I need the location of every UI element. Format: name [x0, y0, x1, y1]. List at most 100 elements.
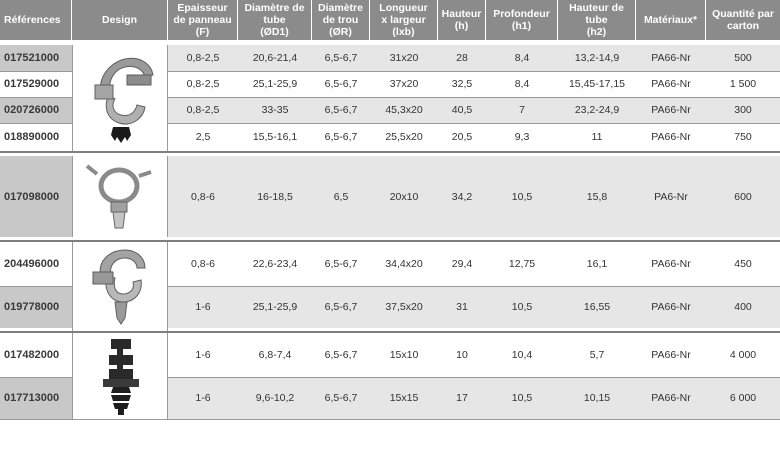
- cell-tube-height: 11: [591, 131, 603, 143]
- cell-size: 15x10: [389, 349, 419, 361]
- cell-panel: 1-6: [195, 392, 211, 404]
- cell-tube-diameter: 16-18,5: [257, 190, 293, 203]
- header-size: Longueur x largeur (lxb): [370, 0, 438, 40]
- row-ref: 017713000: [4, 392, 60, 404]
- cell-depth: 9,3: [514, 131, 530, 143]
- row-ref: 017482000: [4, 349, 60, 361]
- cell-depth: 8,4: [514, 52, 530, 64]
- cell-size: 37,5x20: [385, 301, 423, 313]
- row-ref: 204496000: [4, 258, 60, 270]
- cell-qty: 6 000: [729, 392, 757, 404]
- cell-size: 37x20: [389, 78, 419, 90]
- cell-size: 15x15: [389, 392, 419, 404]
- cell-hole: 6,5-6,7: [324, 301, 358, 313]
- cell-material: PA66-Nr: [651, 52, 691, 64]
- cell-tube-height: 23,2-24,9: [574, 104, 620, 116]
- cell-panel: 1-6: [195, 301, 211, 313]
- row-ref: 017529000: [4, 78, 60, 90]
- cell-hole: 6,5-6,7: [324, 392, 358, 404]
- cell-tube-diameter: 25,1-25,9: [252, 301, 298, 313]
- cell-material: PA66-Nr: [651, 349, 691, 361]
- cell-height: 40,5: [451, 104, 473, 116]
- cell-height: 20,5: [451, 131, 473, 143]
- cell-tube-diameter: 9,6-10,2: [255, 392, 295, 404]
- cell-qty: 450: [734, 258, 752, 270]
- cell-material: PA66-Nr: [651, 104, 691, 116]
- cell-tube-diameter: 15,5-16,1: [252, 131, 298, 143]
- cell-depth: 10,5: [511, 392, 533, 404]
- cell-hole: 6,5-6,7: [324, 104, 358, 116]
- cell-size: 45,3x20: [385, 104, 423, 116]
- cell-panel: 0,8-6: [191, 190, 215, 203]
- cell-qty: 300: [734, 104, 752, 116]
- cell-depth: 7: [519, 104, 525, 116]
- cell-panel: 0,8-2,5: [186, 78, 220, 90]
- cell-material: PA66-Nr: [651, 392, 691, 404]
- cell-material: PA66-Nr: [651, 301, 691, 313]
- cell-size: 31x20: [389, 52, 419, 64]
- row-ref: 019778000: [4, 301, 60, 313]
- design-cell: [72, 333, 168, 419]
- cell-height: 34,2: [451, 190, 473, 203]
- row-ref: 020726000: [4, 104, 60, 116]
- header-hole: Diamètre de trou (ØR): [312, 0, 370, 40]
- cell-depth: 12,75: [508, 258, 536, 270]
- cell-height: 32,5: [451, 78, 473, 90]
- cell-material: PA66-Nr: [651, 131, 691, 143]
- cell-material: PA66-Nr: [651, 258, 691, 270]
- design-cell: [72, 242, 168, 331]
- cell-qty: 500: [734, 52, 752, 64]
- design-cell: [72, 156, 168, 237]
- cell-hole: 6,5: [333, 190, 349, 203]
- cell-tube-diameter: 6,8-7,4: [258, 349, 292, 361]
- cell-panel: 0,8-2,5: [186, 104, 220, 116]
- open-ring-clip-icon: [85, 164, 152, 229]
- cell-depth: 10,5: [511, 301, 533, 313]
- cell-qty: 400: [734, 301, 752, 313]
- cell-tube-diameter: 20,6-21,4: [252, 52, 298, 64]
- design-cell: [72, 45, 168, 151]
- header-depth: Profondeur (h1): [486, 0, 558, 40]
- cell-tube-diameter: 25,1-25,9: [252, 78, 298, 90]
- row-ref: 017521000: [4, 52, 60, 64]
- cell-tube-height: 15,8: [586, 190, 608, 203]
- cell-tube-height: 13,2-14,9: [574, 52, 620, 64]
- header-height: Hauteur (h): [438, 0, 486, 40]
- row-ref: 017098000: [4, 190, 60, 203]
- cell-panel: 2,5: [195, 131, 211, 143]
- cell-hole: 6,5-6,7: [324, 131, 358, 143]
- cell-hole: 6,5-6,7: [324, 52, 358, 64]
- cell-panel: 1-6: [195, 349, 211, 361]
- cell-tube-height: 15,45-17,15: [568, 78, 626, 90]
- cell-size: 34,4x20: [385, 258, 423, 270]
- row-ref: 018890000: [4, 131, 60, 143]
- header-qty: Quantité par carton: [706, 0, 780, 40]
- cell-tube-height: 10,15: [583, 392, 611, 404]
- cell-hole: 6,5-6,7: [324, 258, 358, 270]
- cell-depth: 10,5: [511, 190, 533, 203]
- cell-height: 31: [456, 301, 468, 313]
- header-tube-diameter: Diamètre de tube (ØD1): [238, 0, 312, 40]
- cell-panel: 0,8-2,5: [186, 52, 220, 64]
- cell-tube-height: 5,7: [589, 349, 605, 361]
- cell-height: 17: [456, 392, 468, 404]
- cell-tube-height: 16,55: [583, 301, 611, 313]
- header-panel: Epaisseur de panneau (F): [168, 0, 238, 40]
- cell-hole: 6,5-6,7: [324, 349, 358, 361]
- cell-height: 28: [456, 52, 468, 64]
- header-material: Matériaux*: [636, 0, 706, 40]
- cell-material: PA66-Nr: [651, 78, 691, 90]
- cell-material: PA6-Nr: [654, 190, 688, 203]
- cell-tube-diameter: 22,6-23,4: [252, 258, 298, 270]
- cell-qty: 1 500: [729, 78, 757, 90]
- cell-tube-diameter: 33-35: [261, 104, 289, 116]
- header-ref: Références: [0, 0, 72, 40]
- cell-qty: 750: [734, 131, 752, 143]
- cell-height: 10: [456, 349, 468, 361]
- cell-size: 20x10: [389, 190, 419, 203]
- cell-qty: 600: [734, 190, 752, 203]
- cell-tube-height: 16,1: [586, 258, 608, 270]
- cell-depth: 8,4: [514, 78, 530, 90]
- cell-panel: 0,8-6: [191, 258, 215, 270]
